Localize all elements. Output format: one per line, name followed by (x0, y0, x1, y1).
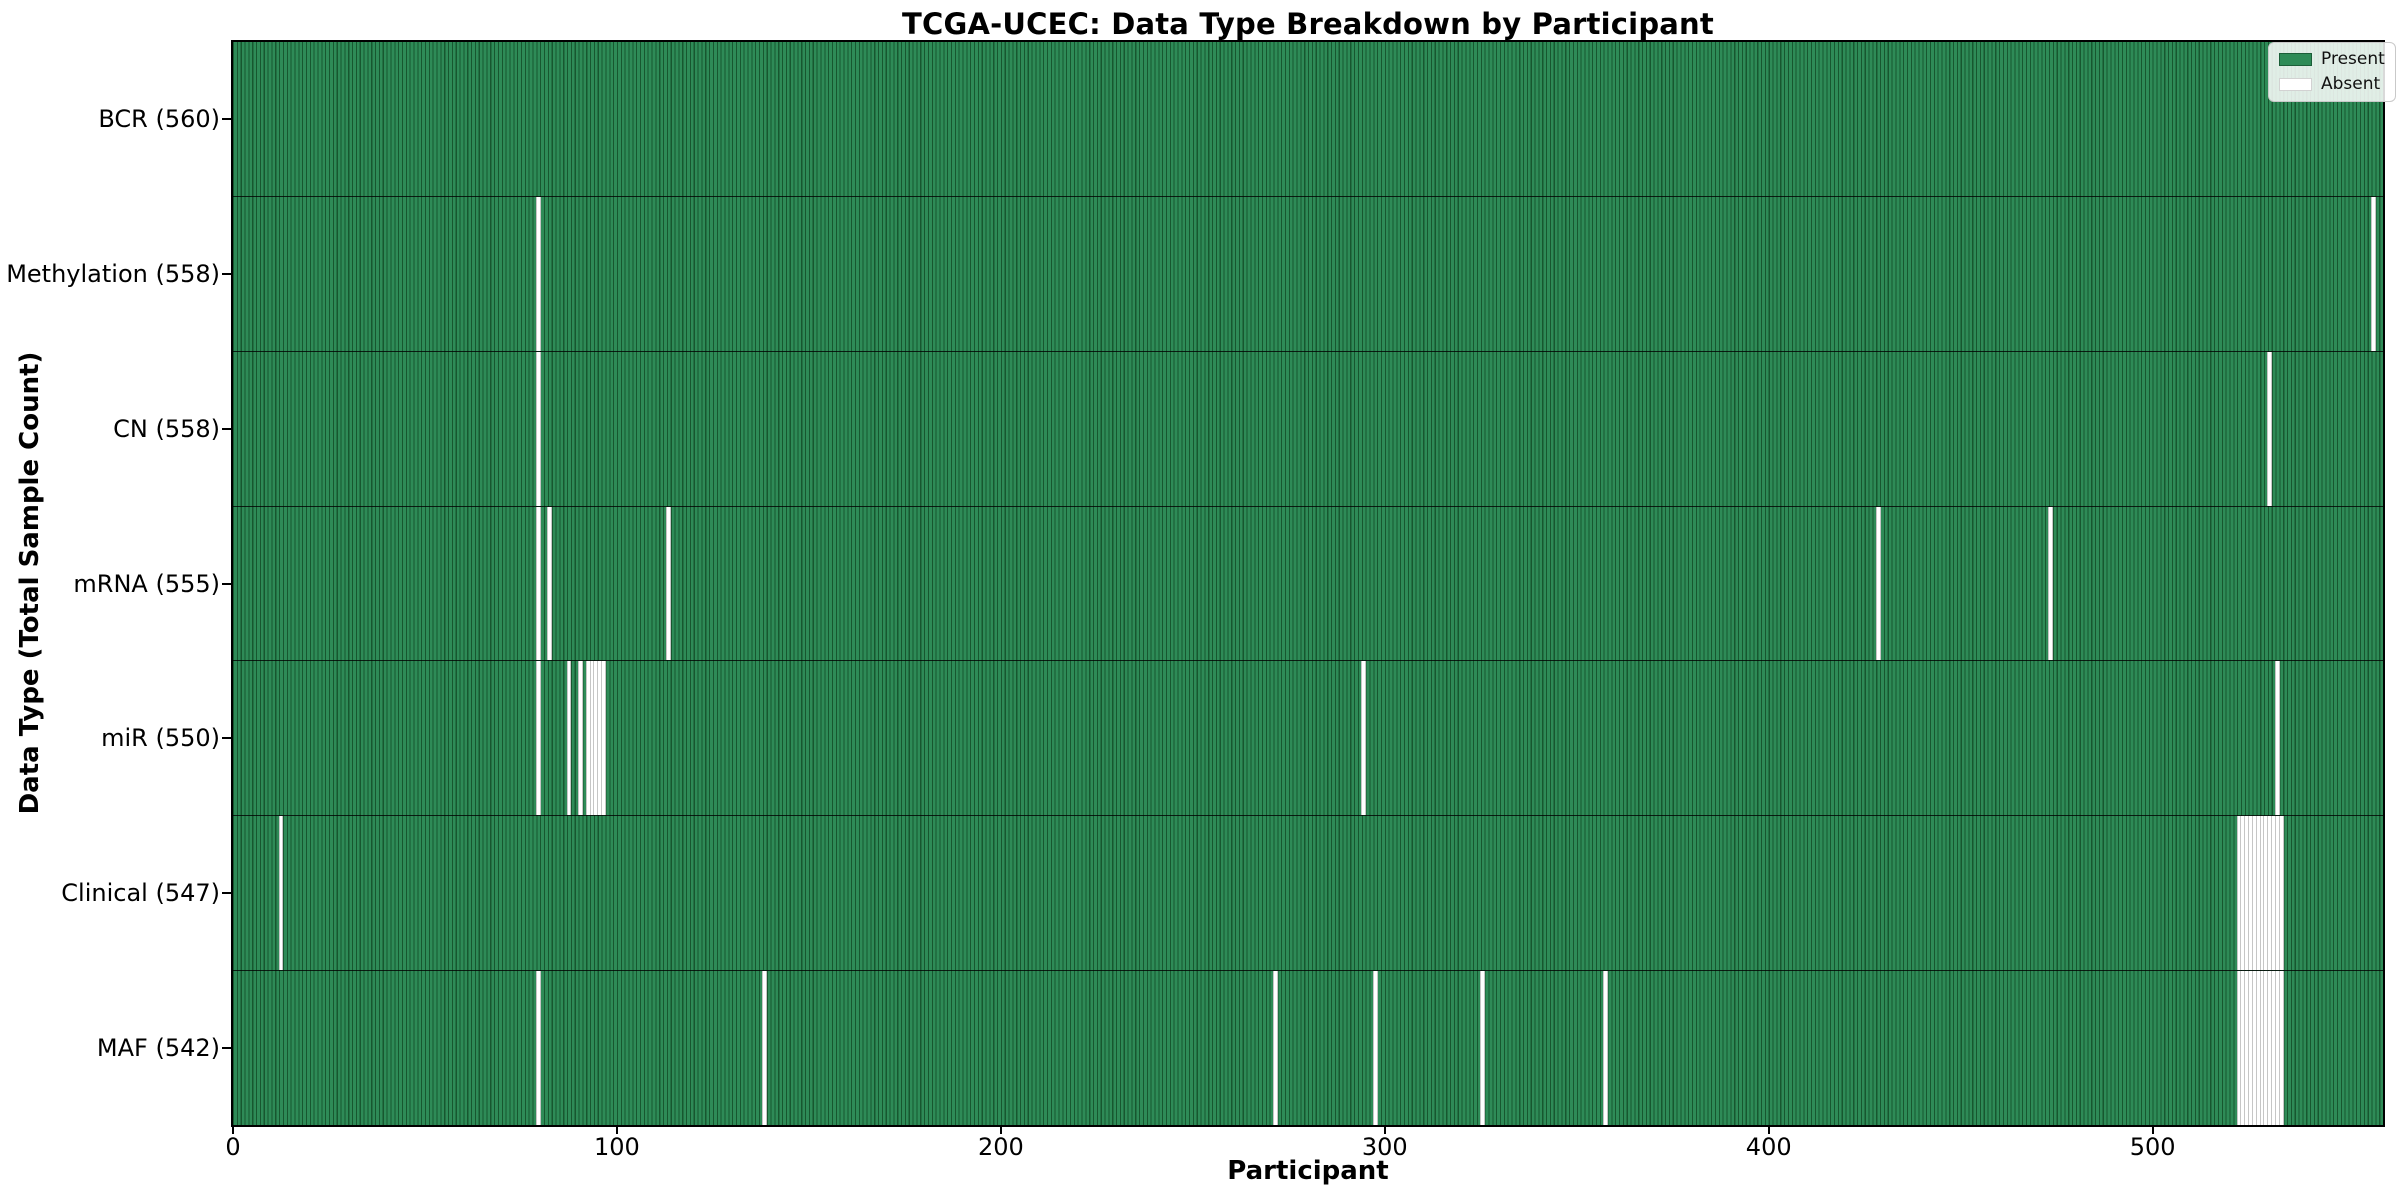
x-tick-mark (615, 1125, 618, 1134)
absent-bar (547, 506, 553, 661)
y-tick-mark (222, 582, 231, 585)
legend: Present Absent (2268, 42, 2396, 102)
absent-bar (578, 661, 583, 816)
x-tick-label: 500 (2129, 1133, 2176, 1161)
absent-bar (666, 506, 672, 661)
y-tick-mark (222, 1046, 231, 1049)
y-tick-mark (222, 273, 231, 276)
y-tick-mark (222, 891, 231, 894)
x-tick-mark (1767, 1125, 1770, 1134)
x-tick-mark (2151, 1125, 2154, 1134)
absent-bar (278, 816, 284, 971)
legend-item-absent: Absent (2279, 76, 2385, 93)
absent-bar (535, 661, 541, 816)
figure-title: TCGA-UCEC: Data Type Breakdown by Partic… (902, 7, 1714, 41)
x-tick-label: 300 (1361, 1133, 1408, 1161)
x-tick-label: 200 (977, 1133, 1024, 1161)
absent-bar (1875, 506, 1881, 661)
x-tick-label: 100 (594, 1133, 640, 1161)
data-row-maf (233, 971, 2383, 1126)
absent-bar (2267, 351, 2273, 506)
y-tick-label: Methylation (558) (6, 260, 220, 289)
absent-bar (2275, 661, 2280, 816)
data-row-clinical (233, 816, 2383, 972)
legend-swatch-absent (2279, 78, 2312, 91)
x-tick-label: 0 (225, 1133, 241, 1161)
x-axis-label: Participant (1227, 1156, 1389, 1186)
y-tick-label: Clinical (547) (61, 878, 220, 907)
absent-bar (601, 661, 606, 816)
absent-bar (2278, 971, 2284, 1126)
y-tick-label: BCR (560) (98, 105, 220, 134)
data-row-mrna (233, 506, 2383, 662)
x-tick-mark (1383, 1125, 1386, 1134)
absent-bar (566, 661, 572, 816)
x-tick-mark (232, 1125, 234, 1134)
data-row-methylation (233, 196, 2383, 352)
absent-bar (1480, 971, 1486, 1126)
y-tick-mark (222, 118, 231, 121)
y-tick-label: miR (550) (101, 724, 220, 753)
legend-swatch-present (2279, 53, 2312, 66)
absent-bar (1361, 661, 1367, 816)
data-row-cn (233, 351, 2383, 507)
plot-area (231, 40, 2385, 1127)
absent-bar (762, 971, 768, 1126)
absent-bar (1372, 971, 1378, 1126)
absent-bar (2048, 506, 2054, 661)
legend-label: Present (2321, 49, 2385, 69)
data-row-bcr (233, 42, 2383, 197)
x-tick-label: 400 (1745, 1133, 1792, 1161)
absent-bar (2278, 816, 2284, 971)
legend-label: Absent (2321, 74, 2381, 94)
y-tick-label: mRNA (555) (73, 569, 220, 598)
absent-bar (1603, 971, 1608, 1126)
y-tick-mark (222, 427, 231, 430)
absent-bar (535, 506, 541, 661)
legend-item-present: Present (2279, 51, 2385, 68)
x-tick-mark (999, 1125, 1002, 1134)
y-tick-mark (222, 737, 231, 740)
absent-bar (535, 971, 541, 1126)
data-row-mir (233, 661, 2383, 817)
absent-bar (1272, 971, 1278, 1126)
absent-bar (535, 196, 541, 351)
absent-bar (535, 351, 541, 506)
y-tick-label: MAF (542) (96, 1033, 220, 1062)
y-tick-label: CN (558) (113, 414, 220, 443)
absent-bar (2370, 196, 2376, 351)
